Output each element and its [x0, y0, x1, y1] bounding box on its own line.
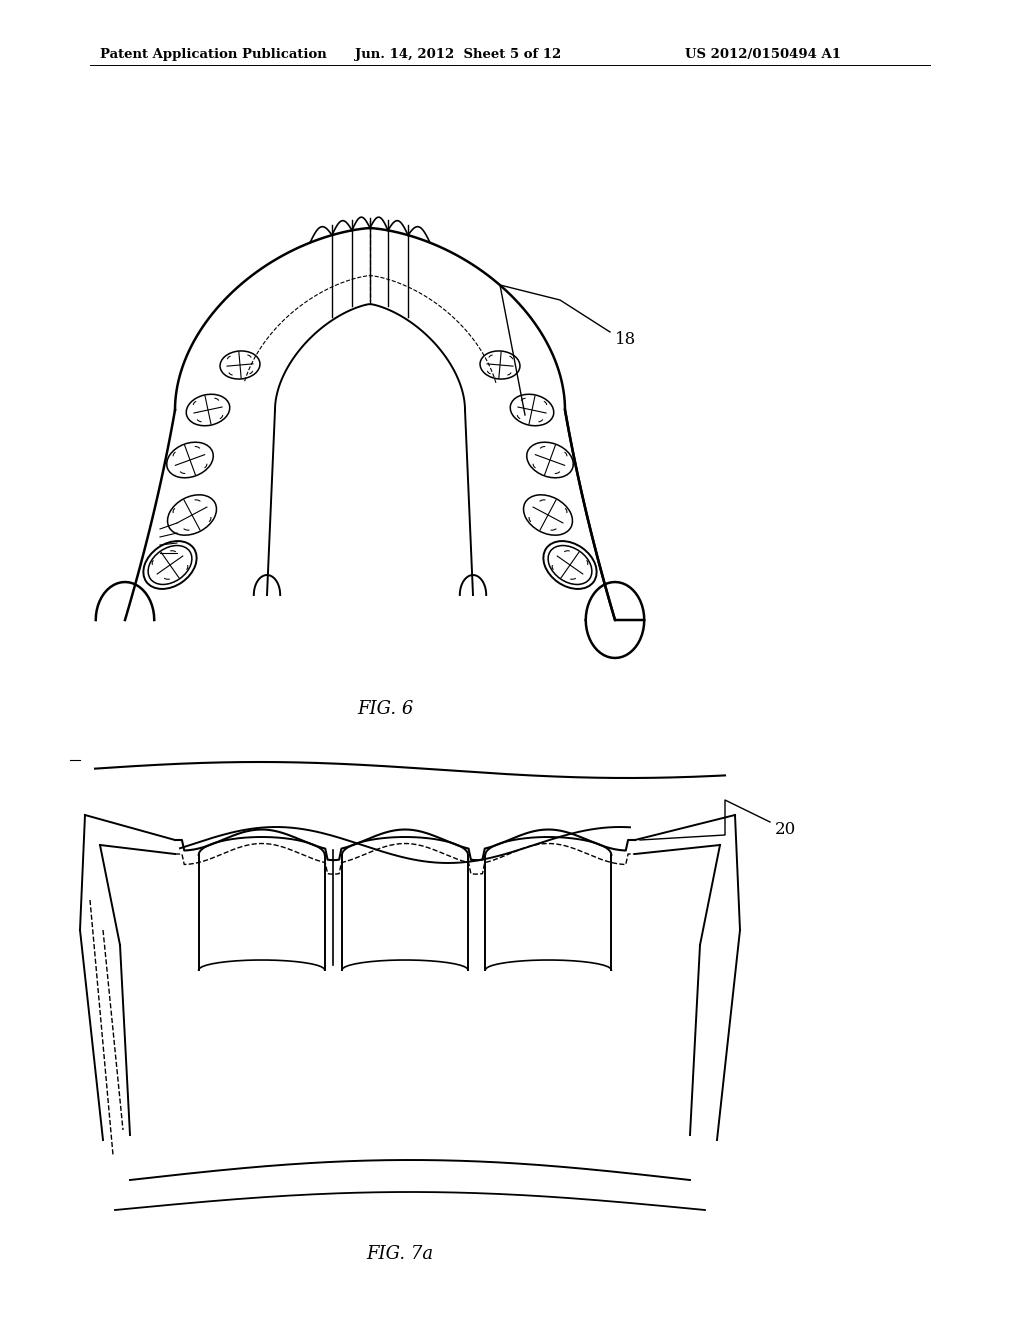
Text: 18: 18 [615, 331, 636, 348]
Text: US 2012/0150494 A1: US 2012/0150494 A1 [685, 48, 841, 61]
Text: Patent Application Publication: Patent Application Publication [100, 48, 327, 61]
Text: 20: 20 [775, 821, 797, 838]
Text: FIG. 6: FIG. 6 [356, 700, 414, 718]
Ellipse shape [143, 541, 197, 589]
Ellipse shape [544, 541, 597, 589]
Polygon shape [96, 228, 644, 657]
Text: FIG. 7a: FIG. 7a [367, 1245, 433, 1263]
Text: Jun. 14, 2012  Sheet 5 of 12: Jun. 14, 2012 Sheet 5 of 12 [355, 48, 561, 61]
